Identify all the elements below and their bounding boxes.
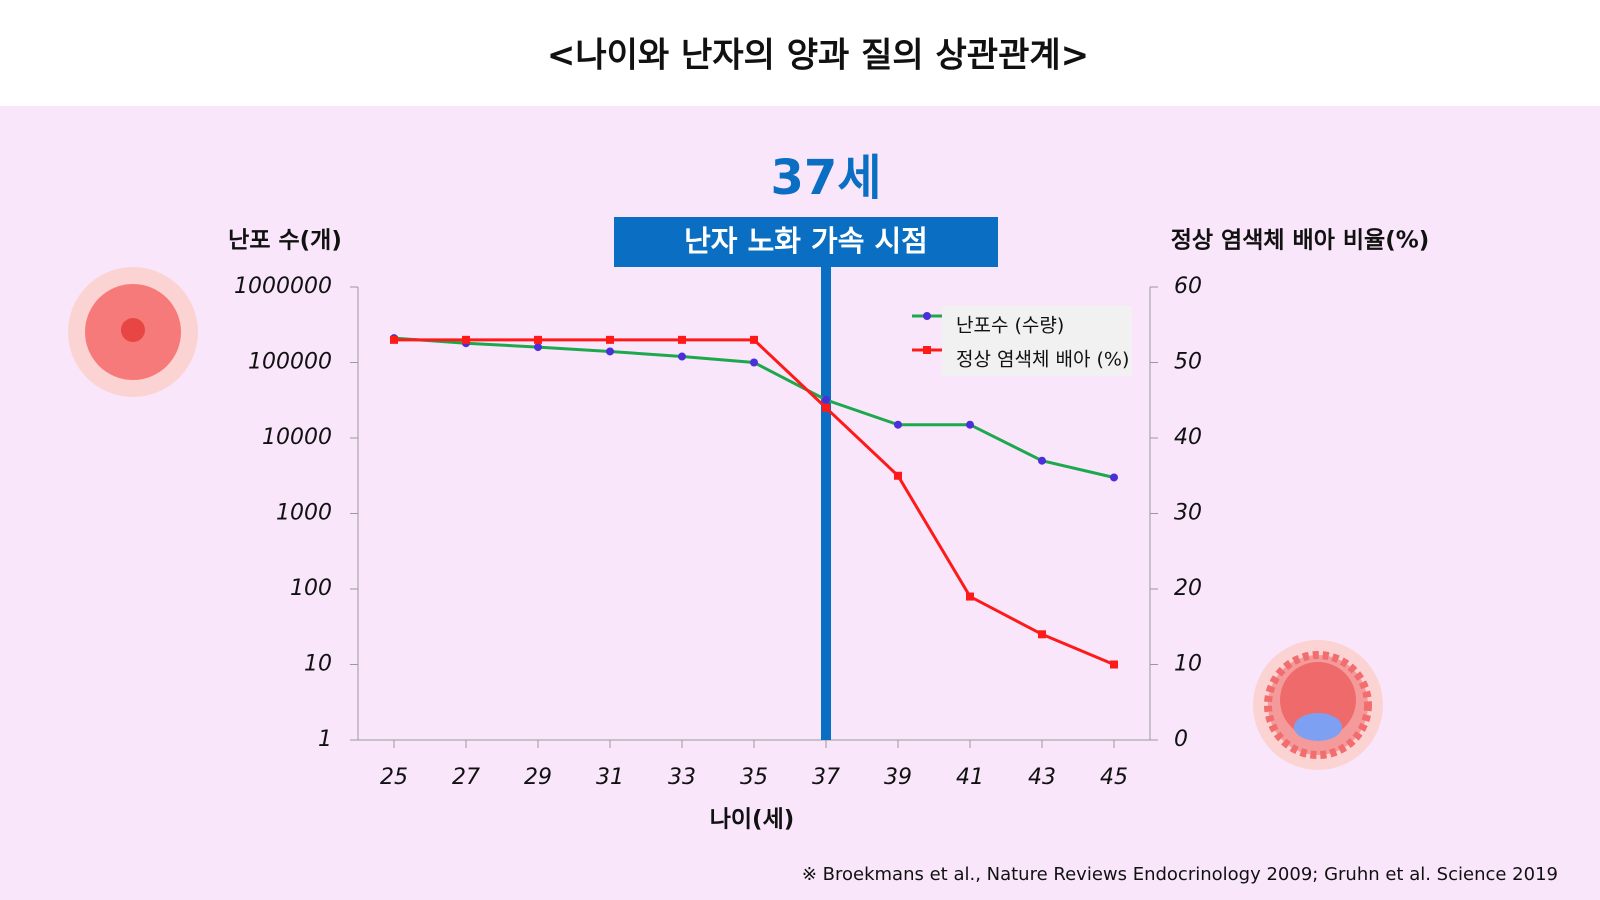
point-marker bbox=[966, 420, 974, 429]
x-tick-label: 37 bbox=[812, 765, 840, 790]
point-marker bbox=[822, 395, 830, 404]
legend-marker bbox=[923, 312, 931, 320]
legend-box bbox=[942, 306, 1132, 376]
header-band bbox=[0, 0, 1600, 106]
y-tick-label: 100000 bbox=[248, 350, 332, 375]
point-marker bbox=[534, 335, 542, 344]
y2-tick-label: 20 bbox=[1174, 576, 1202, 601]
x-tick-label: 39 bbox=[884, 765, 912, 790]
point-marker bbox=[534, 343, 542, 352]
y-tick-label: 10 bbox=[304, 652, 332, 677]
x-tick-label: 33 bbox=[668, 765, 696, 790]
legend-label: 난포수 (수량) bbox=[956, 315, 1064, 337]
page-title: <나이와 난자의 양과 질의 상관관계> bbox=[547, 36, 1089, 76]
x-tick-label: 43 bbox=[1028, 765, 1056, 790]
point-marker bbox=[678, 335, 686, 344]
y-tick-label: 100 bbox=[290, 576, 332, 601]
oocyte-icon bbox=[68, 267, 198, 397]
point-marker bbox=[390, 335, 398, 344]
x-tick-label: 35 bbox=[740, 765, 768, 790]
x-tick-label: 27 bbox=[452, 765, 480, 790]
point-marker bbox=[1110, 473, 1118, 482]
y2-axis-title: 정상 염색체 배아 비율(%) bbox=[1171, 228, 1430, 254]
y2-tick-label: 0 bbox=[1174, 727, 1188, 752]
x-tick-label: 41 bbox=[956, 765, 984, 790]
y2-tick-label: 60 bbox=[1174, 274, 1202, 299]
footnote: ※ Broekmans et al., Nature Reviews Endoc… bbox=[802, 864, 1558, 885]
highlight-box bbox=[614, 217, 998, 267]
highlight-label: 난자 노화 가속 시점 bbox=[684, 224, 928, 258]
point-marker bbox=[1038, 456, 1046, 465]
point-marker bbox=[678, 352, 686, 361]
x-tick-label: 29 bbox=[524, 765, 552, 790]
x-tick-label: 31 bbox=[596, 765, 624, 790]
y-tick-label: 10000 bbox=[262, 425, 332, 450]
point-marker bbox=[1110, 660, 1118, 669]
y2-tick-label: 30 bbox=[1174, 501, 1202, 526]
point-marker bbox=[750, 358, 758, 367]
point-marker bbox=[822, 403, 830, 412]
y2-tick-label: 10 bbox=[1174, 652, 1202, 677]
y2-tick-label: 40 bbox=[1174, 425, 1202, 450]
point-marker bbox=[894, 420, 902, 429]
x-tick-label: 45 bbox=[1100, 765, 1128, 790]
x-axis-title: 나이(세) bbox=[710, 807, 795, 833]
y2-tick-label: 50 bbox=[1174, 350, 1202, 375]
x-tick-label: 25 bbox=[380, 765, 408, 790]
y-axis-title: 난포 수(개) bbox=[228, 228, 342, 254]
point-marker bbox=[606, 347, 614, 356]
legend-label: 정상 염색체 배아 (%) bbox=[956, 349, 1129, 371]
point-marker bbox=[462, 335, 470, 344]
y-tick-label: 1000 bbox=[276, 501, 332, 526]
legend-marker bbox=[923, 346, 931, 354]
y-tick-label: 1000000 bbox=[234, 274, 332, 299]
point-marker bbox=[966, 592, 974, 601]
highlight-title: 37세 bbox=[771, 150, 882, 206]
point-marker bbox=[894, 471, 902, 480]
point-marker bbox=[606, 335, 614, 344]
point-marker bbox=[750, 335, 758, 344]
y-tick-label: 1 bbox=[318, 727, 332, 752]
follicle-icon bbox=[1253, 640, 1383, 770]
point-marker bbox=[1038, 630, 1046, 639]
